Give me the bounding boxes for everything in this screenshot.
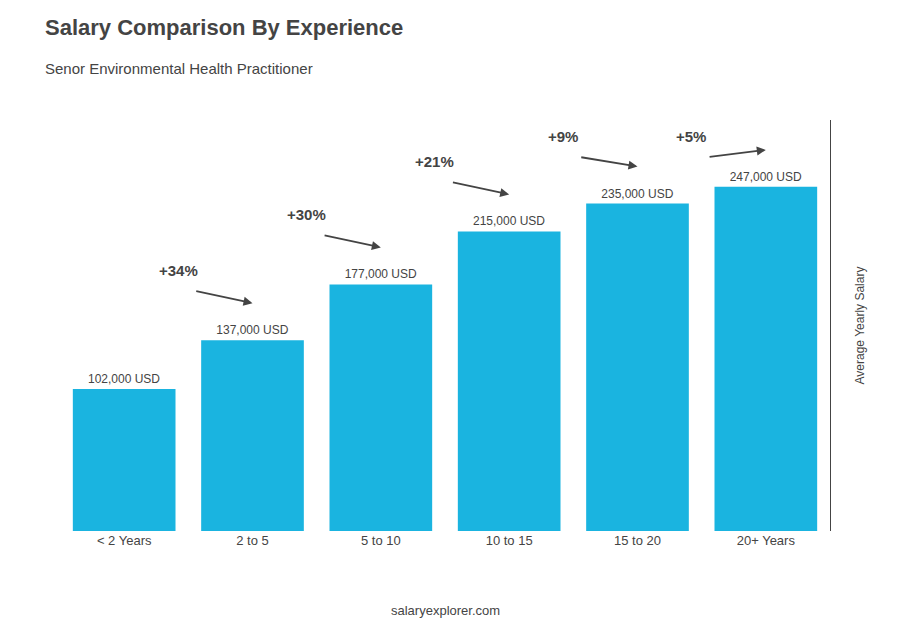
svg-text:+21%: +21% [415,153,454,170]
svg-text:137,000 USD: 137,000 USD [216,323,288,337]
svg-text:15 to 20: 15 to 20 [614,533,661,548]
svg-text:235,000 USD: 235,000 USD [601,187,673,201]
svg-text:247,000 USD: 247,000 USD [730,170,802,184]
svg-text:20+ Years: 20+ Years [737,533,796,548]
svg-text:+9%: +9% [548,128,578,145]
svg-text:5 to 10: 5 to 10 [361,533,401,548]
svg-text:salaryexplorer.com: salaryexplorer.com [391,603,500,618]
svg-text:< 2 Years: < 2 Years [97,533,152,548]
svg-text:177,000 USD: 177,000 USD [345,267,417,281]
svg-text:102,000 USD: 102,000 USD [88,372,160,386]
svg-text:Senor Environmental Health Pra: Senor Environmental Health Practitioner [45,60,313,77]
svg-text:215,000 USD: 215,000 USD [473,214,545,228]
svg-text:2 to 5: 2 to 5 [236,533,269,548]
svg-text:+5%: +5% [676,128,706,145]
svg-text:+30%: +30% [287,206,326,223]
svg-text:10 to 15: 10 to 15 [486,533,533,548]
svg-text:Average Yearly Salary: Average Yearly Salary [853,267,867,385]
svg-text:+34%: +34% [159,262,198,279]
svg-text:Salary Comparison By Experienc: Salary Comparison By Experience [45,15,403,40]
